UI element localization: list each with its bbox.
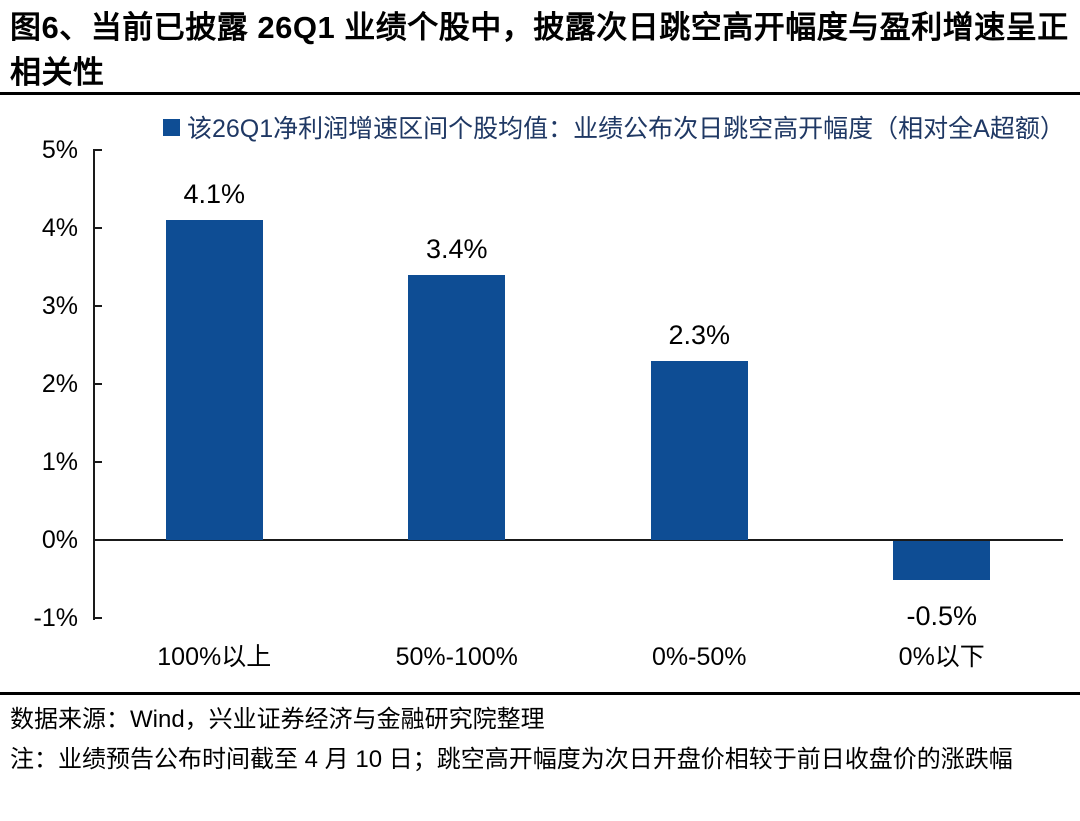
y-axis-tick: [93, 461, 102, 463]
chart-legend: 该26Q1净利润增速区间个股均值：业绩公布次日跳空高开幅度（相对全A超额）: [163, 109, 1065, 145]
y-axis-tick: [93, 149, 102, 151]
y-axis-tick: [93, 305, 102, 307]
y-axis-tick-label: 5%: [41, 136, 78, 164]
bar: [650, 360, 748, 540]
y-axis-tick: [93, 383, 102, 385]
y-axis-tick: [93, 617, 102, 619]
zero-axis-line: [93, 539, 1063, 541]
bar-value-label: 2.3%: [668, 319, 731, 350]
y-axis-tick-label: 1%: [41, 448, 78, 476]
figure-title: 图6、当前已披露 26Q1 业绩个股中，披露次日跳空高开幅度与盈利增速呈正相关性: [10, 10, 1069, 90]
data-source-note: 数据来源：Wind，兴业证券经济与金融研究院整理: [10, 706, 545, 733]
legend-label: 该26Q1净利润增速区间个股均值：业绩公布次日跳空高开幅度（相对全A超额）: [187, 115, 1065, 143]
y-axis-tick-label: 4%: [41, 214, 78, 242]
y-axis-tick: [93, 227, 102, 229]
bar-value-label: 3.4%: [425, 233, 488, 264]
x-category-label: 50%-100%: [395, 643, 518, 671]
bar: [893, 541, 991, 580]
figure-footer: 数据来源：Wind，兴业证券经济与金融研究院整理 注：业绩预告公布时间截至 4 …: [10, 700, 1072, 780]
x-category-label: 100%以上: [157, 643, 272, 671]
title-divider-line: [0, 92, 1080, 95]
figure-footnote: 注：业绩预告公布时间截至 4 月 10 日；跳空高开幅度为次日开盘价相较于前日收…: [10, 746, 1013, 773]
x-category-label: 0%-50%: [652, 643, 747, 671]
bar-value-label: 4.1%: [183, 179, 246, 210]
bar: [165, 220, 263, 540]
footer-divider-line: [0, 692, 1080, 695]
legend-swatch-icon: [163, 118, 180, 136]
bar-value-label: -0.5%: [906, 601, 978, 631]
y-axis-tick-label: 3%: [41, 292, 78, 320]
y-axis-line: [93, 150, 95, 620]
y-axis-tick-label: 0%: [41, 526, 78, 554]
bar: [408, 274, 506, 540]
x-category-label: 0%以下: [898, 643, 985, 671]
y-axis-tick-label: -1%: [33, 604, 78, 632]
y-axis-tick-label: 2%: [41, 370, 78, 398]
